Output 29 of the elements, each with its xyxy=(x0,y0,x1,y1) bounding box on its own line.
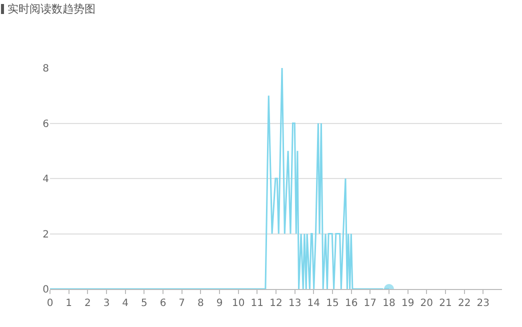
y-tick-label: 6 xyxy=(42,118,49,130)
x-tick-label: 16 xyxy=(344,298,358,309)
x-tick-label: 8 xyxy=(197,298,204,309)
y-tick-label: 2 xyxy=(42,229,49,240)
x-tick-label: 15 xyxy=(326,298,339,309)
x-tick-label: 1 xyxy=(66,298,72,309)
x-tick-label: 5 xyxy=(140,298,148,309)
x-tick-label: 19 xyxy=(401,298,414,309)
x-tick-label: 7 xyxy=(178,298,186,309)
x-tick-label: 2 xyxy=(84,298,91,309)
y-tick-label: 8 xyxy=(42,64,49,74)
x-tick-label: 6 xyxy=(160,298,166,309)
y-tick-label: 0 xyxy=(42,284,49,296)
x-tick-label: 3 xyxy=(103,298,110,309)
chart-title: 实时阅读数趋势图 xyxy=(7,2,96,16)
x-tick-label: 10 xyxy=(232,298,245,309)
x-tick-label: 14 xyxy=(307,298,320,309)
x-tick-label: 11 xyxy=(250,298,264,309)
x-tick-label: 12 xyxy=(270,298,282,309)
x-tick-label: 18 xyxy=(382,298,396,309)
x-tick-label: 22 xyxy=(458,298,471,309)
x-tick-label: 17 xyxy=(364,298,377,309)
y-tick-label: 4 xyxy=(42,174,49,185)
x-tick-label: 21 xyxy=(439,298,452,309)
x-tick-label: 23 xyxy=(476,298,490,309)
x-tick-label: 9 xyxy=(216,298,223,309)
x-tick-label: 13 xyxy=(288,298,302,309)
x-tick-label: 20 xyxy=(420,298,434,309)
x-tick-label: 4 xyxy=(122,298,129,309)
